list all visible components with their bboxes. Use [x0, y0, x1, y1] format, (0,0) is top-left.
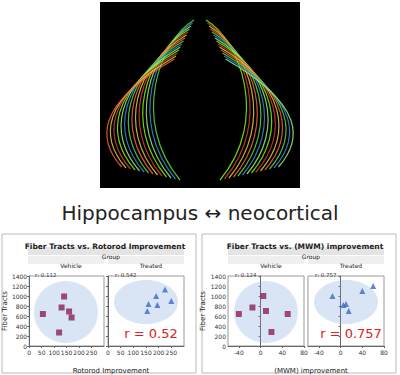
svg-text:r: 0.112: r: 0.112: [35, 272, 57, 278]
svg-text:800: 800: [215, 303, 227, 310]
svg-text:(MWM) improvement: (MWM) improvement: [274, 367, 348, 375]
svg-text:200: 200: [73, 349, 85, 356]
svg-text:Vehicle: Vehicle: [60, 262, 82, 269]
svg-text:Fiber Tracts vs. Rotorod Impro: Fiber Tracts vs. Rotorod Improvement: [25, 242, 186, 251]
svg-text:Fiber Tracts: Fiber Tracts: [1, 291, 9, 331]
svg-text:200: 200: [215, 333, 227, 340]
svg-text:r: 0.124: r: 0.124: [235, 272, 257, 278]
svg-text:100: 100: [48, 349, 60, 356]
svg-text:0: 0: [106, 349, 110, 356]
svg-text:Fiber Tracts: Fiber Tracts: [199, 291, 207, 331]
svg-text:80: 80: [380, 349, 388, 356]
svg-text:0: 0: [27, 349, 31, 356]
svg-text:50: 50: [117, 349, 125, 356]
svg-text:Treated: Treated: [339, 262, 363, 269]
svg-text:250: 250: [86, 349, 98, 356]
svg-text:r = 0.52: r = 0.52: [124, 326, 177, 341]
svg-text:600: 600: [215, 313, 227, 320]
svg-text:0: 0: [23, 342, 28, 350]
svg-text:50: 50: [38, 349, 46, 356]
svg-text:Fiber Tracts vs. (MWM) improve: Fiber Tracts vs. (MWM) improvement: [227, 242, 384, 251]
svg-text:1400: 1400: [211, 273, 226, 280]
svg-text:Vehicle: Vehicle: [260, 262, 282, 269]
svg-text:100: 100: [128, 349, 140, 356]
svg-text:400: 400: [16, 323, 28, 330]
svg-text:1000: 1000: [12, 293, 27, 300]
svg-text:-40: -40: [314, 349, 324, 356]
svg-text:150: 150: [140, 349, 152, 356]
svg-text:r: 0.542: r: 0.542: [115, 272, 137, 278]
svg-text:200: 200: [153, 349, 165, 356]
svg-text:Group: Group: [302, 253, 320, 261]
svg-text:r = 0.757: r = 0.757: [320, 326, 382, 341]
svg-text:80: 80: [300, 349, 308, 356]
svg-text:200: 200: [16, 333, 28, 340]
svg-text:250: 250: [166, 349, 178, 356]
svg-text:r: 0.757: r: 0.757: [315, 272, 337, 278]
svg-text:1200: 1200: [211, 283, 226, 290]
svg-text:0: 0: [259, 349, 263, 356]
svg-text:40: 40: [358, 349, 366, 356]
svg-text:Group: Group: [102, 253, 120, 261]
svg-text:150: 150: [61, 349, 73, 356]
svg-text:Hippocampus ↔ neocortical: Hippocampus ↔ neocortical: [61, 201, 338, 225]
svg-text:Treated: Treated: [139, 262, 163, 269]
svg-text:0: 0: [222, 343, 226, 350]
svg-text:1000: 1000: [211, 293, 226, 300]
svg-text:40: 40: [278, 349, 286, 356]
svg-text:0: 0: [339, 349, 343, 356]
svg-text:800: 800: [16, 303, 28, 310]
svg-text:600: 600: [16, 313, 28, 320]
svg-text:Rotorod Improvement: Rotorod Improvement: [73, 367, 150, 375]
svg-text:-40: -40: [234, 349, 244, 356]
svg-text:400: 400: [215, 323, 227, 330]
svg-text:1200: 1200: [12, 283, 27, 290]
svg-text:1400: 1400: [12, 273, 27, 280]
